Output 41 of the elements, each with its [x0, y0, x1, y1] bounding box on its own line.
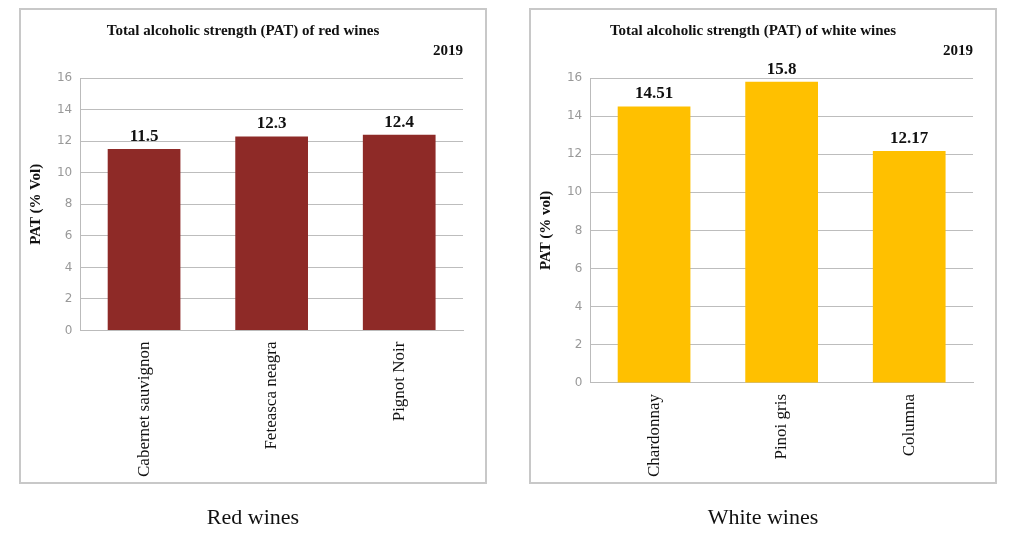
y-tick-label: 16 — [566, 70, 583, 85]
y-tick-label: 12 — [56, 133, 73, 148]
y-tick-label: 14 — [566, 108, 583, 123]
chart-subtitle: 2019 — [433, 41, 463, 58]
y-axis-title: PAT (% Vol) — [26, 163, 44, 245]
chart-title: Total alcoholic strength (PAT) of red wines — [106, 21, 380, 39]
y-tick-label: 8 — [64, 196, 73, 211]
data-label: 12.4 — [384, 111, 415, 131]
data-label: 11.5 — [129, 125, 159, 145]
bar — [872, 150, 946, 383]
x-tick-label: Columna — [898, 393, 918, 457]
chart-title: Total alcoholic strength (PAT) of white wines — [609, 21, 897, 39]
chart-subtitle: 2019 — [943, 41, 973, 58]
x-tick-label: Pinoi gris — [771, 393, 791, 460]
y-tick-label: 8 — [574, 222, 583, 237]
x-tick-label: Chardonnay — [643, 393, 663, 477]
y-tick-label: 6 — [574, 260, 583, 275]
y-tick-label: 14 — [56, 101, 73, 116]
text: Red wines — [206, 504, 300, 530]
data-label: 12.17 — [890, 127, 929, 147]
y-tick-label: 10 — [56, 164, 73, 179]
y-tick-label: 4 — [64, 259, 73, 274]
x-tick-label: Feteasca neagra — [261, 341, 281, 450]
bar — [745, 81, 818, 383]
x-tick-label: Pignot Noir — [388, 341, 408, 422]
bar — [617, 106, 691, 383]
data-label: 14.51 — [634, 83, 674, 103]
data-label: 15.8 — [766, 58, 797, 78]
y-tick-label: 6 — [64, 227, 73, 242]
y-tick-label: 4 — [574, 298, 583, 313]
text: White wines — [707, 504, 819, 530]
y-tick-label: 0 — [574, 375, 583, 390]
y-tick-label: 2 — [64, 291, 73, 306]
y-tick-label: 16 — [56, 70, 73, 85]
y-tick-label: 12 — [566, 146, 583, 161]
y-tick-label: 0 — [64, 322, 73, 337]
data-label: 12.3 — [256, 113, 287, 133]
y-tick-label: 2 — [574, 336, 583, 351]
y-tick-label: 10 — [566, 184, 583, 199]
x-tick-label: Cabernet sauvignon — [133, 341, 153, 478]
y-axis-title: PAT (% vol) — [536, 190, 554, 271]
